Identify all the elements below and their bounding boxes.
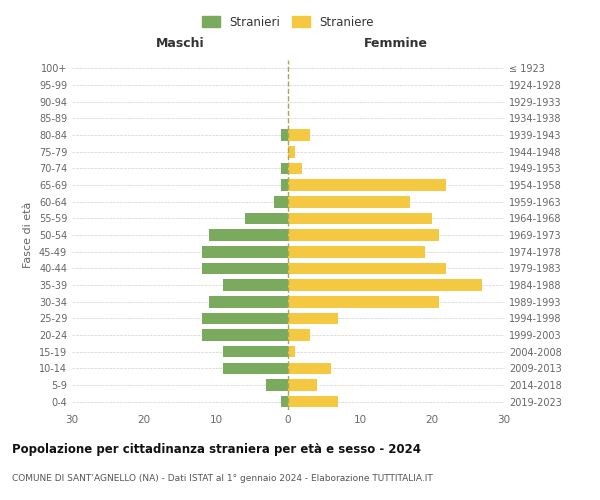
Bar [288, 179, 446, 191]
Bar [288, 329, 310, 341]
Bar [281, 129, 288, 141]
Bar [223, 362, 288, 374]
Bar [223, 346, 288, 358]
Bar [281, 162, 288, 174]
Bar [288, 129, 310, 141]
Bar [288, 196, 410, 207]
Bar [288, 246, 425, 258]
Bar [281, 179, 288, 191]
Bar [288, 212, 432, 224]
Bar [288, 296, 439, 308]
Bar [202, 329, 288, 341]
Bar [202, 246, 288, 258]
Bar [288, 379, 317, 391]
Text: Popolazione per cittadinanza straniera per età e sesso - 2024: Popolazione per cittadinanza straniera p… [12, 442, 421, 456]
Bar [288, 229, 439, 241]
Bar [202, 312, 288, 324]
Bar [288, 162, 302, 174]
Text: Femmine: Femmine [364, 36, 428, 50]
Bar [288, 146, 295, 158]
Bar [223, 279, 288, 291]
Bar [288, 396, 338, 407]
Bar [288, 346, 295, 358]
Text: Maschi: Maschi [155, 36, 205, 50]
Bar [274, 196, 288, 207]
Bar [288, 262, 446, 274]
Legend: Stranieri, Straniere: Stranieri, Straniere [197, 11, 379, 34]
Bar [266, 379, 288, 391]
Bar [245, 212, 288, 224]
Bar [288, 279, 482, 291]
Bar [209, 229, 288, 241]
Bar [209, 296, 288, 308]
Bar [281, 396, 288, 407]
Bar [288, 362, 331, 374]
Bar [288, 312, 338, 324]
Text: COMUNE DI SANT’AGNELLO (NA) - Dati ISTAT al 1° gennaio 2024 - Elaborazione TUTTI: COMUNE DI SANT’AGNELLO (NA) - Dati ISTAT… [12, 474, 433, 483]
Bar [202, 262, 288, 274]
Y-axis label: Fasce di età: Fasce di età [23, 202, 33, 268]
